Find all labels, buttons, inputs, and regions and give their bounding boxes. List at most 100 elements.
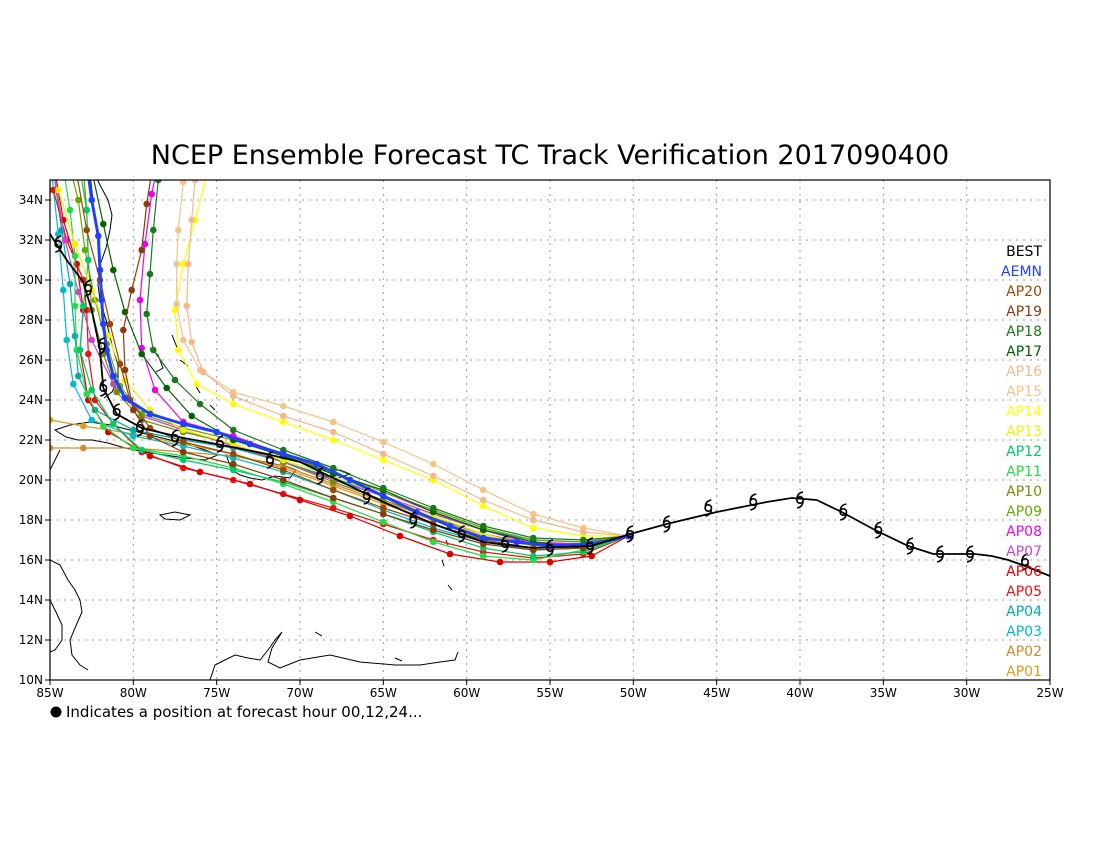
- track-point-ap18: [530, 534, 537, 542]
- hurricane-symbol: [935, 545, 945, 563]
- track-point-ap17: [163, 384, 170, 392]
- track-point-ap15: [175, 226, 182, 234]
- track-point-ap16: [191, 180, 199, 184]
- x-tick-label: 35W: [870, 686, 897, 700]
- track-point-ap14: [171, 306, 179, 314]
- track-point-ap02: [80, 444, 87, 452]
- track-point-ap14: [175, 346, 182, 354]
- track-point-ap20: [230, 450, 237, 458]
- track-point-ap14: [280, 418, 287, 426]
- hurricane-symbol: [315, 467, 325, 485]
- legend-entry-ap12: AP12: [1006, 444, 1042, 460]
- track-point-ap15: [280, 402, 287, 410]
- x-tick-label: 25W: [1036, 686, 1063, 700]
- track-point-ap09: [138, 410, 145, 418]
- track-point-ap18: [146, 270, 154, 278]
- track-point-ap20: [280, 466, 287, 474]
- x-tick-label: 65W: [370, 686, 397, 700]
- track-point-aemn: [100, 320, 107, 328]
- track-point-ap07: [88, 336, 95, 344]
- track-point-ap19: [128, 286, 135, 294]
- track-point-ap14: [180, 260, 187, 268]
- y-tick-label: 24N: [19, 393, 43, 407]
- track-point-ap06: [396, 532, 404, 540]
- track-ap11: [64, 180, 629, 561]
- track-point-ap11: [130, 444, 137, 452]
- track-point-aemn: [110, 372, 117, 380]
- track-point-ap17: [110, 266, 117, 274]
- track-point-aemn: [96, 266, 104, 274]
- track-point-aemn: [98, 296, 105, 304]
- y-tick-label: 34N: [19, 193, 43, 207]
- ensemble-tracks: [50, 159, 634, 566]
- track-point-ap19: [121, 366, 129, 374]
- track-point-ap14: [480, 502, 487, 510]
- coastlines: [50, 180, 459, 680]
- track-point-ap16: [580, 528, 587, 536]
- track-point-ap11: [100, 422, 107, 430]
- track-point-ap07: [50, 167, 57, 174]
- track-point-ap06: [546, 558, 554, 566]
- hurricane-symbol: [585, 537, 595, 555]
- legend-entry-ap04: AP04: [1006, 604, 1042, 620]
- track-point-ap04: [66, 280, 74, 288]
- track-point-ap06: [85, 396, 92, 404]
- track-point-ap06: [496, 558, 504, 566]
- track-point-ap10: [80, 167, 87, 174]
- track-point-ap14: [530, 524, 537, 532]
- track-point-aemn: [246, 440, 254, 448]
- y-axis: 10N 12N 14N 16N 18N 20N 22N 24N 26N 28N 30N 32N 34N: [19, 193, 50, 687]
- track-point-ap11: [430, 538, 437, 546]
- hurricane-symbol: [662, 515, 671, 533]
- track-point-ap09: [81, 246, 89, 254]
- y-tick-label: 30N: [19, 273, 43, 287]
- legend: BEST AEMN AP20 AP19 AP18 AP17 AP16 AP15 AP14 AP13…: [1001, 244, 1042, 680]
- track-point-ap12: [530, 552, 537, 560]
- track-point-ap03: [60, 286, 67, 294]
- plot-frame: [49, 179, 1051, 681]
- y-tick-label: 12N: [19, 633, 43, 647]
- track-point-aemn: [446, 522, 454, 530]
- legend-entry-ap06: AP06: [1006, 564, 1042, 580]
- track-point-ap17: [188, 412, 195, 420]
- legend-entry-ap07: AP07: [1006, 544, 1042, 560]
- track-point-ap16: [430, 472, 437, 480]
- track-point-ap04: [50, 167, 57, 174]
- hurricane-symbol: [362, 487, 371, 505]
- legend-entry-ap03: AP03: [1006, 624, 1042, 640]
- track-point-ap16: [188, 216, 195, 224]
- legend-entry-ap02: AP02: [1006, 644, 1042, 660]
- track-point-ap13: [55, 186, 62, 194]
- track-point-aemn: [280, 450, 287, 458]
- track-point-ap15: [173, 300, 180, 308]
- x-tick-label: 55W: [536, 686, 563, 700]
- track-point-ap03: [70, 380, 77, 388]
- track-point-ap03: [130, 432, 137, 440]
- legend-entry-ap08: AP08: [1006, 524, 1042, 540]
- track-ap07: [54, 180, 629, 545]
- track-point-ap15: [180, 180, 187, 186]
- hurricane-symbol: [97, 337, 106, 355]
- track-point-ap15: [530, 510, 537, 518]
- track-point-ap11: [380, 518, 387, 526]
- track-point-ap16: [230, 392, 237, 400]
- track-point-aemn: [480, 534, 487, 542]
- track-point-ap18: [150, 226, 157, 234]
- track-point-ap01: [50, 416, 54, 424]
- track-point-ap12: [230, 466, 237, 474]
- y-tick-label: 10N: [19, 673, 43, 687]
- hurricane-symbol: [874, 521, 883, 539]
- track-point-ap07: [75, 288, 82, 296]
- track-point-ap15: [173, 260, 180, 268]
- track-point-ap19: [430, 526, 437, 534]
- track-point-ap16: [188, 338, 195, 346]
- track-point-aemn: [380, 492, 387, 500]
- legend-entry-ap15: AP15: [1006, 384, 1042, 400]
- y-tick-label: 32N: [19, 233, 43, 247]
- track-point-ap11: [71, 302, 79, 310]
- track-point-aemn: [88, 196, 95, 204]
- track-point-ap06: [50, 159, 57, 166]
- hurricane-symbol: [965, 545, 975, 563]
- track-point-ap12: [138, 446, 145, 454]
- track-point-ap12: [83, 206, 90, 214]
